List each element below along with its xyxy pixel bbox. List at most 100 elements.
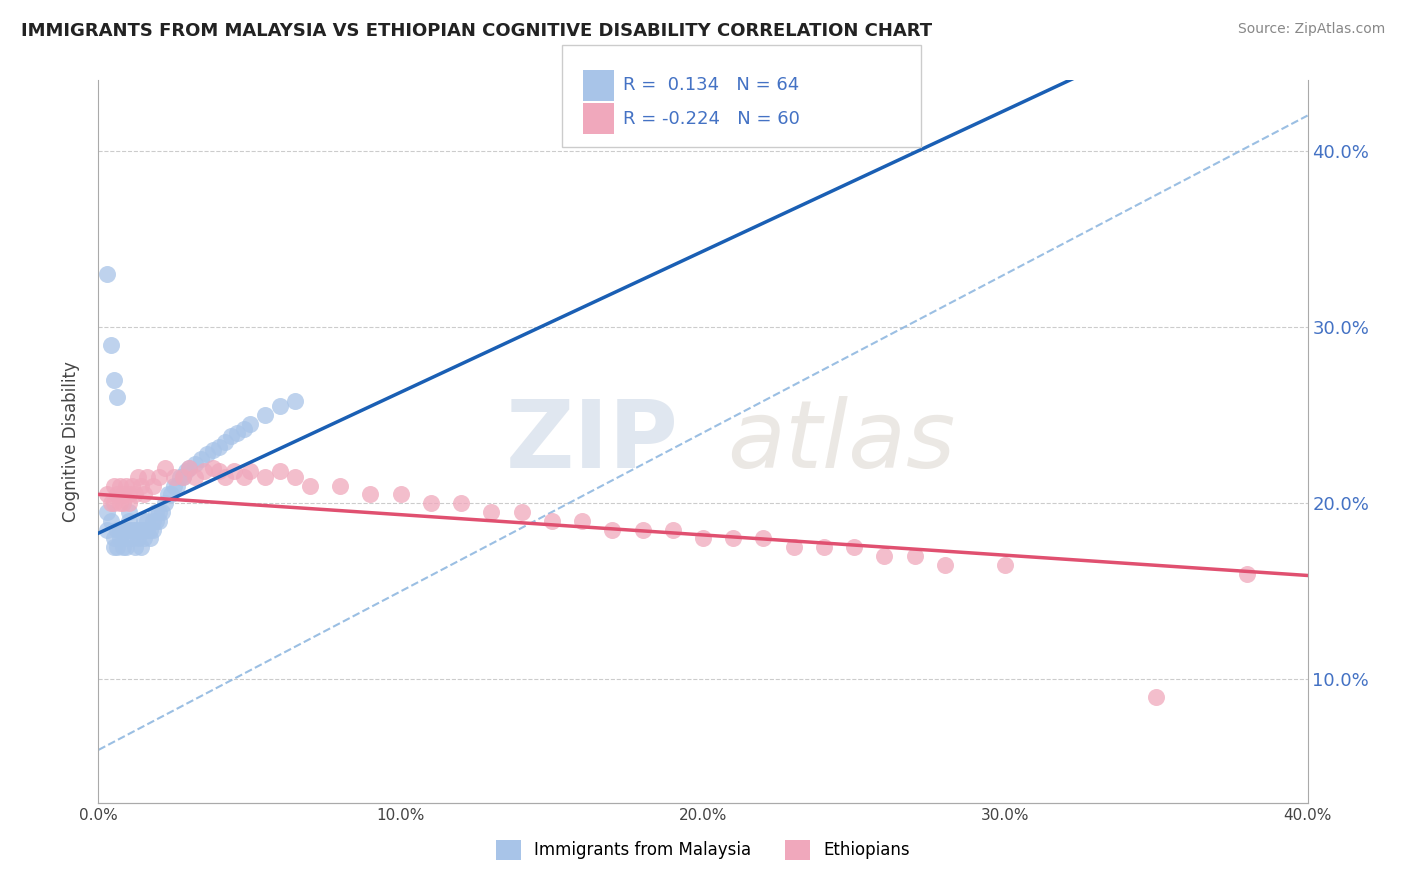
Point [253,470,276,484]
Text: ZIP: ZIP [506,395,679,488]
Point [96,523,118,537]
Point [103,541,125,555]
Point [692,532,714,546]
Text: atlas: atlas [727,396,956,487]
Point [239,465,262,479]
Point [127,532,149,546]
Point [224,465,246,479]
Point [904,549,927,563]
Legend: Immigrants from Malaysia, Ethiopians: Immigrants from Malaysia, Ethiopians [489,833,917,867]
Point [118,505,141,519]
Point [284,394,307,409]
Point [96,487,118,501]
Point [96,505,118,519]
Point [103,373,125,387]
Point [844,541,866,555]
Point [150,505,173,519]
Point [752,532,775,546]
Point [127,523,149,537]
Point [145,505,167,519]
Y-axis label: Cognitive Disability: Cognitive Disability [62,361,80,522]
Point [329,478,352,492]
Point [139,523,162,537]
Point [114,532,136,546]
Point [631,523,654,537]
Point [105,487,128,501]
Point [202,443,225,458]
Point [145,514,167,528]
Point [221,429,243,443]
Point [284,470,307,484]
Point [129,523,152,537]
Point [1144,690,1167,704]
Point [571,514,593,528]
Point [450,496,472,510]
Point [139,532,162,546]
Point [129,478,152,492]
Point [148,514,170,528]
Point [208,440,231,454]
Point [135,514,157,528]
Point [226,425,249,440]
Point [174,465,197,479]
Point [103,496,125,510]
Point [105,391,128,405]
Point [132,514,155,528]
Point [108,532,131,546]
Point [661,523,683,537]
Point [124,487,146,501]
Point [160,487,183,501]
Point [184,458,207,472]
Point [239,417,262,431]
Point [783,541,806,555]
Point [994,558,1017,572]
Point [360,487,382,501]
Point [132,523,155,537]
Point [129,541,152,555]
Point [142,523,165,537]
Point [127,470,149,484]
Point [195,447,218,461]
Point [172,470,194,484]
Point [873,549,896,563]
Point [103,532,125,546]
Point [202,461,225,475]
Point [100,514,122,528]
Point [121,478,143,492]
Point [184,470,207,484]
Point [100,337,122,351]
Point [118,487,141,501]
Point [108,478,131,492]
Point [135,470,157,484]
Point [105,541,128,555]
Point [108,496,131,510]
Point [299,478,322,492]
Point [190,452,212,467]
Point [179,461,201,475]
Point [269,399,291,413]
Point [103,478,125,492]
Point [510,505,533,519]
Point [111,523,134,537]
Point [153,496,176,510]
Point [124,541,146,555]
Point [389,487,412,501]
Text: R =  0.134   N = 64: R = 0.134 N = 64 [623,76,799,94]
Point [214,470,236,484]
Point [96,267,118,281]
Point [163,470,186,484]
Point [105,523,128,537]
Point [111,496,134,510]
Point [114,478,136,492]
Point [481,505,503,519]
Point [135,523,157,537]
Point [118,523,141,537]
Point [193,465,215,479]
Point [118,514,141,528]
Point [121,523,143,537]
Point [111,487,134,501]
Text: IMMIGRANTS FROM MALAYSIA VS ETHIOPIAN COGNITIVE DISABILITY CORRELATION CHART: IMMIGRANTS FROM MALAYSIA VS ETHIOPIAN CO… [21,22,932,40]
Point [111,541,134,555]
Point [253,408,276,422]
Point [148,470,170,484]
